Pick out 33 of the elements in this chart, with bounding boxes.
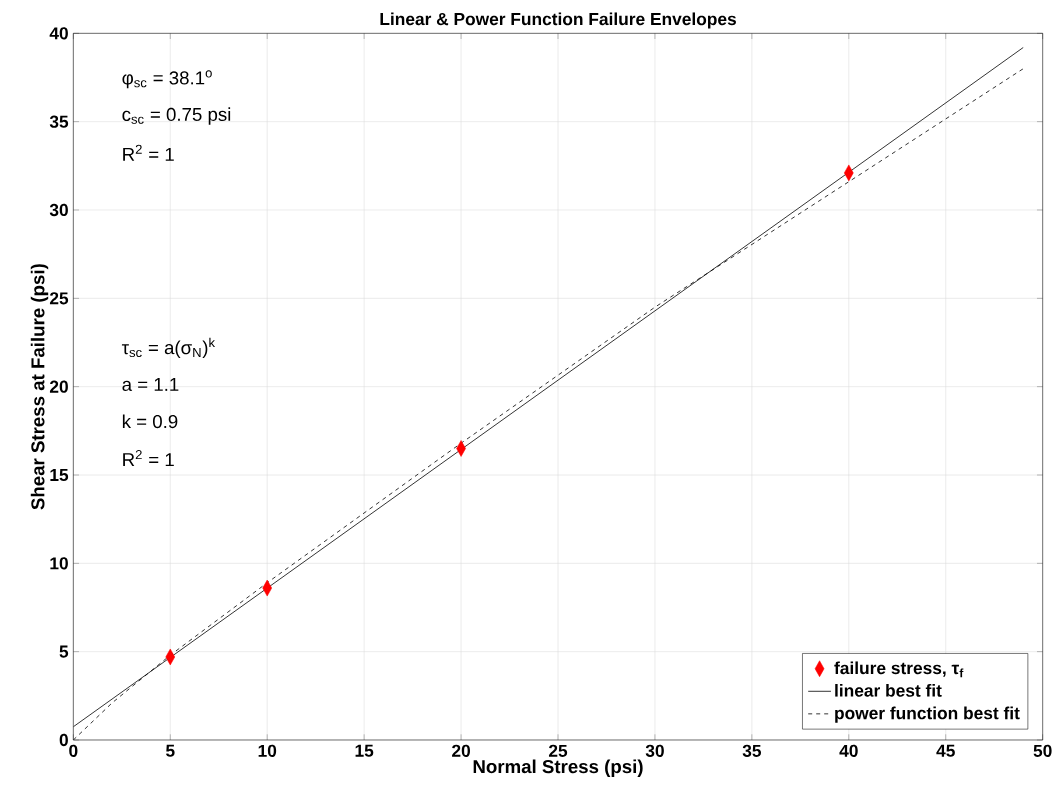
chart-title: Linear & Power Function Failure Envelopes (380, 12, 736, 29)
annotation: c$_{sc}$ = 0.75 psi (122, 107, 231, 125)
annotation: k = 0.9 (122, 414, 178, 429)
x-tick-label: 15 (355, 744, 374, 757)
x-tick-label: 10 (258, 744, 277, 757)
x-tick-label: 30 (645, 744, 664, 757)
annotation: τ$_{sc}$ = a(σ$_{N}$)$^{k}$ (121, 337, 216, 358)
annotation: R$^{2}$ = 1 (123, 450, 174, 467)
legend-label: failure stress, τ$_{f}$ (834, 661, 964, 678)
y-tick-label: 15 (50, 468, 69, 482)
x-tick-label: 40 (839, 744, 858, 757)
x-tick-label: 25 (548, 744, 568, 757)
x-tick-label: 0 (69, 744, 78, 757)
y-tick-label: 25 (49, 292, 69, 305)
x-tick-label: 45 (936, 744, 955, 757)
y-tick-label: 0 (59, 733, 68, 747)
x-tick-label: 20 (452, 744, 470, 757)
x-axis-title: Normal Stress (psi) (473, 759, 643, 777)
y-tick-label: 40 (49, 27, 68, 40)
y-tick-label: 5 (59, 645, 69, 658)
annotation: a = 1.1 (122, 378, 179, 392)
legend-label: linear best fit (835, 684, 942, 697)
y-tick-label: 20 (49, 380, 68, 393)
x-tick-label: 5 (165, 744, 175, 757)
annotation: R$^{2}$ = 1 (123, 144, 174, 161)
y-tick-label: 10 (50, 557, 68, 570)
legend-label: power function best fit (835, 706, 1020, 723)
x-tick-label: 50 (1033, 744, 1052, 757)
x-tick-label: 35 (742, 744, 762, 757)
y-tick-label: 30 (49, 203, 68, 217)
y-axis-title: Shear Stress at Failure (psi) (30, 264, 49, 510)
annotation: φ$_{sc}$ = 38.1$^{o}$ (122, 70, 212, 89)
y-tick-label: 35 (49, 115, 69, 128)
